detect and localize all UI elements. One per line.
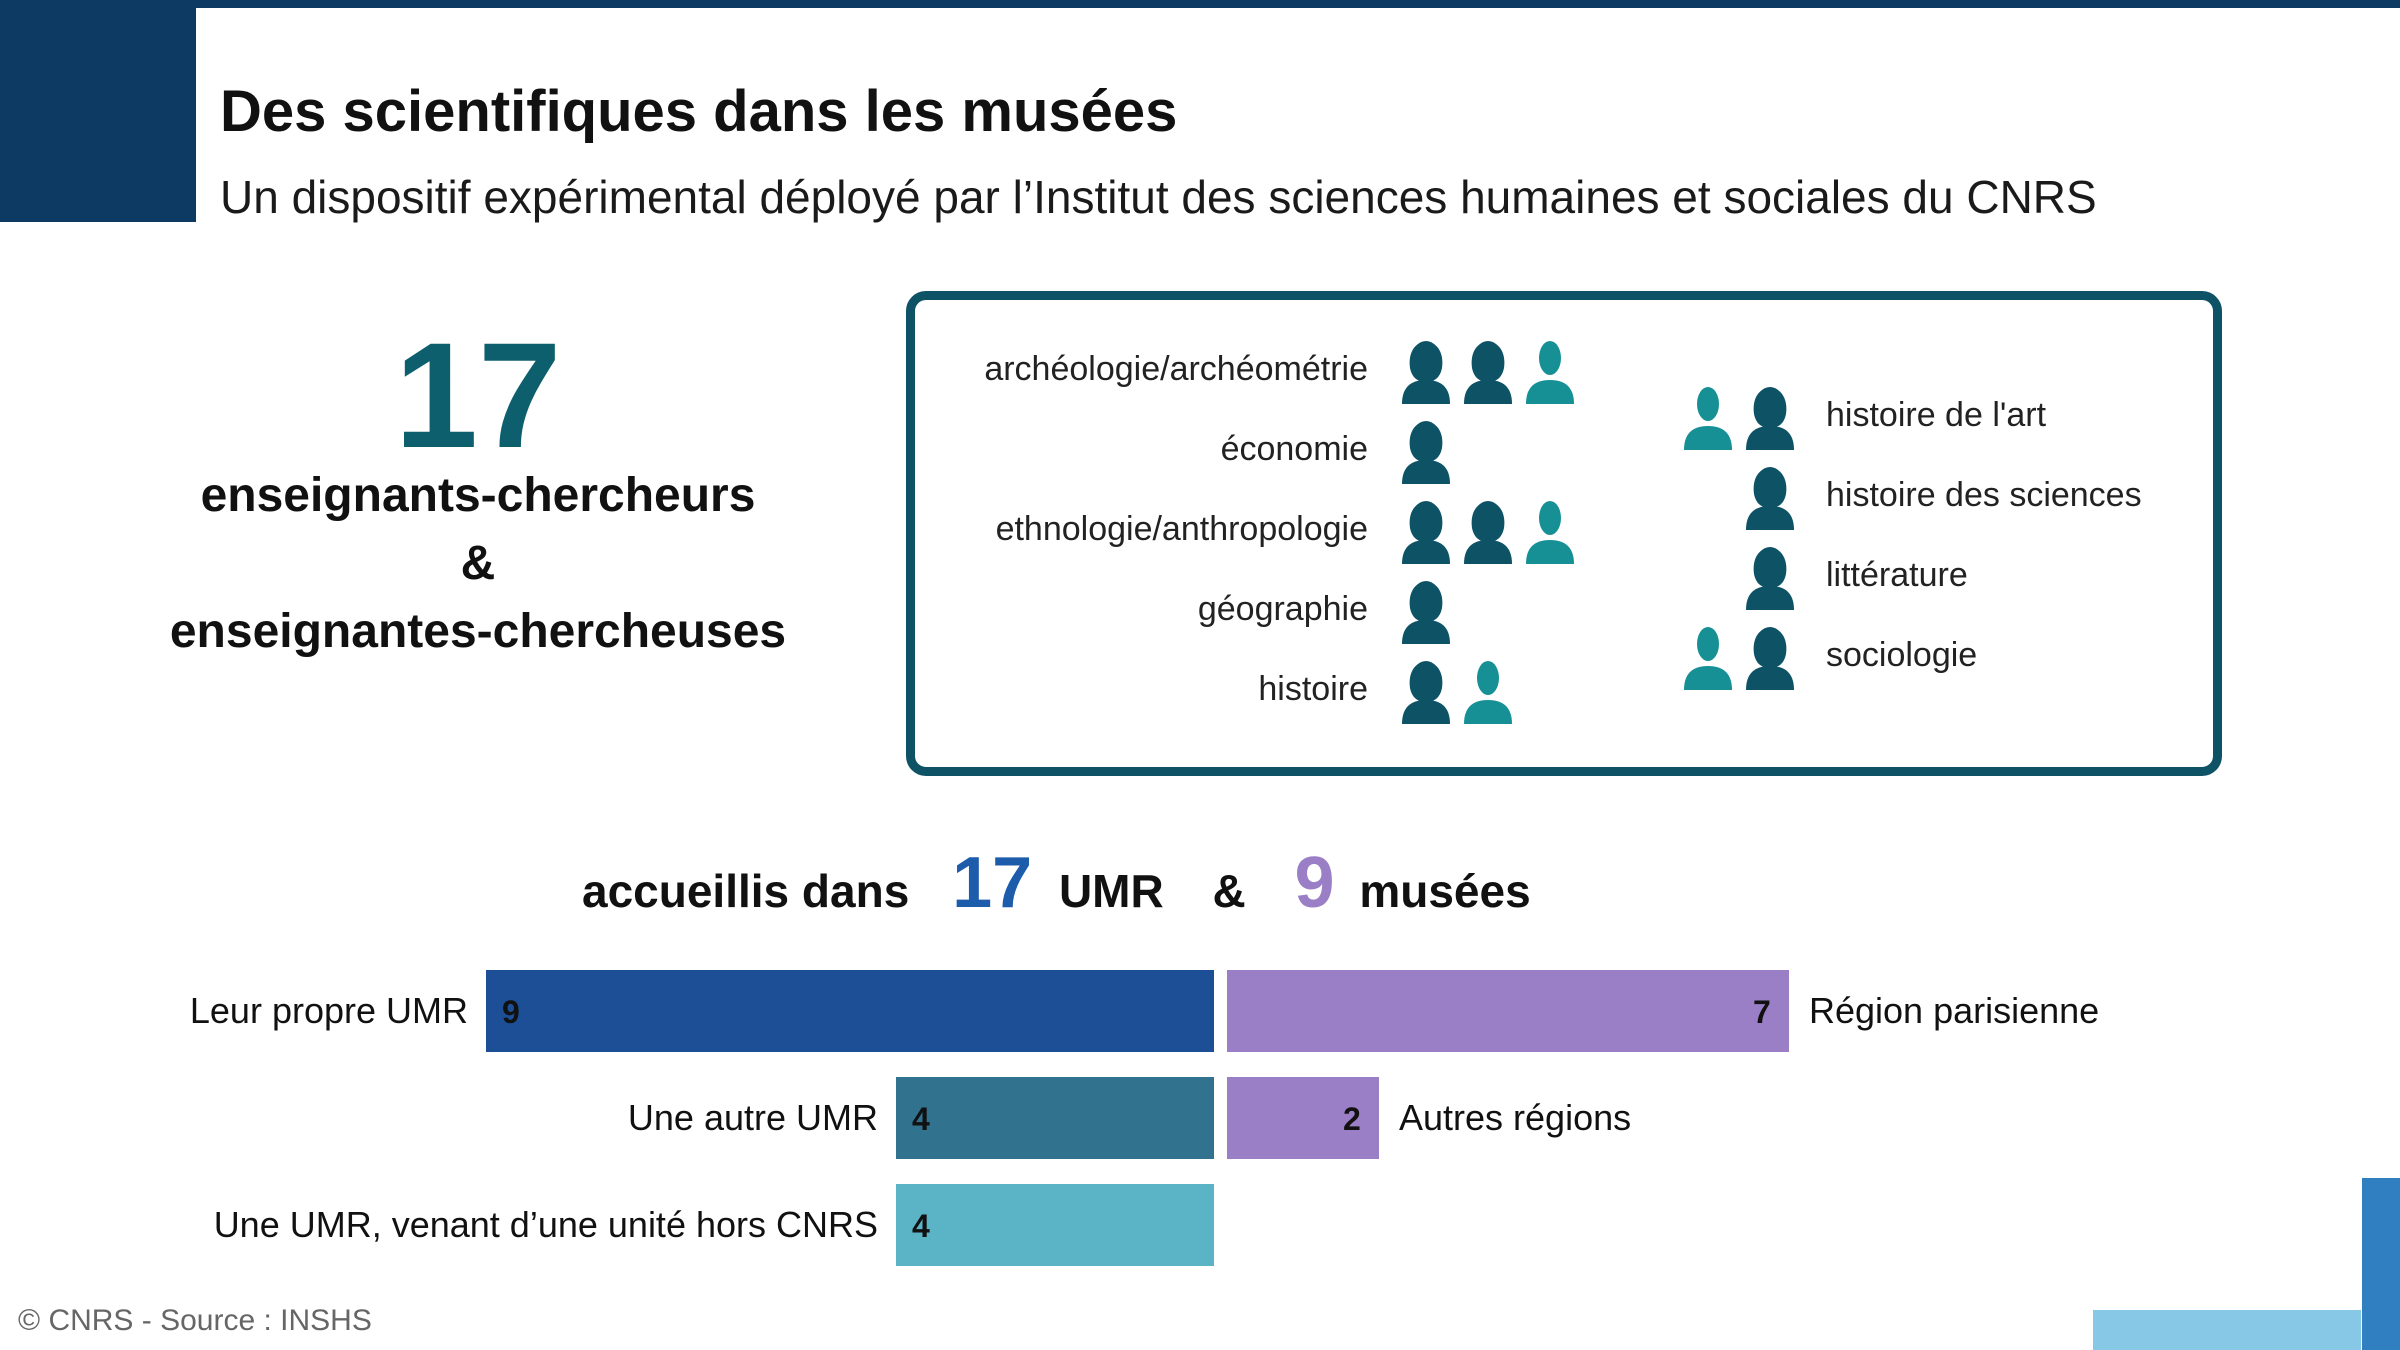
- hosted-summary: accueillis dans 17 UMR & 9 musées: [582, 842, 1531, 924]
- researcher-count: 17: [394, 311, 562, 479]
- discipline-label: histoire des sciences: [1826, 476, 2142, 514]
- person-icon: [1400, 578, 1452, 649]
- bar-category-label: Région parisienne: [1809, 990, 2100, 1031]
- person-icon: [1682, 384, 1734, 455]
- discipline-label: ethnologie/anthropologie: [995, 510, 1368, 548]
- top-accent-bar: [0, 0, 2400, 8]
- hosted-prefix: accueillis dans: [582, 865, 910, 917]
- discipline-label: archéologie/archéométrie: [984, 350, 1368, 388]
- researchers-ampersand: &: [460, 537, 496, 590]
- discipline-label: histoire: [1258, 670, 1368, 708]
- disciplines-panel: [906, 291, 2222, 776]
- person-icon: [1524, 338, 1576, 409]
- bar-category-label: Leur propre UMR: [189, 990, 468, 1031]
- bar-value: 7: [1753, 994, 1771, 1030]
- page-title: Des scientifiques dans les musées: [220, 79, 1178, 144]
- person-icon: [1462, 658, 1514, 729]
- researchers-label-male: enseignants-chercheurs: [200, 469, 756, 522]
- bar-value: 2: [1343, 1101, 1361, 1137]
- person-icon: [1524, 498, 1576, 569]
- bar-category-label: Une UMR, venant d’une unité hors CNRS: [213, 1204, 878, 1245]
- hosted-ampersand: &: [1212, 865, 1246, 917]
- corner-block: [0, 0, 196, 222]
- person-icon: [1682, 624, 1734, 695]
- person-icon: [1462, 498, 1514, 569]
- person-icon: [1400, 658, 1452, 729]
- person-icon: [1400, 418, 1452, 489]
- source-credit: © CNRS - Source : INSHS: [18, 1304, 372, 1337]
- person-icon: [1400, 338, 1452, 409]
- decorative-bar-horizontal: [2093, 1310, 2361, 1350]
- bar-category-label: Autres régions: [1399, 1097, 1632, 1138]
- umr-count: 17: [952, 843, 1033, 923]
- discipline-label: économie: [1220, 430, 1368, 468]
- discipline-label: géographie: [1197, 590, 1368, 628]
- bar-value: 9: [502, 994, 520, 1030]
- bar-umr: [896, 1184, 1214, 1266]
- bar-museum: [1227, 1077, 1379, 1159]
- bar-umr: [896, 1077, 1214, 1159]
- decorative-bar-vertical: [2362, 1178, 2400, 1350]
- person-icon: [1744, 544, 1796, 615]
- bar-category-label: Une autre UMR: [627, 1097, 878, 1138]
- bar-umr: [486, 970, 1214, 1052]
- discipline-label: histoire de l'art: [1826, 396, 2047, 434]
- bar-value: 4: [912, 1101, 930, 1137]
- discipline-label: littérature: [1826, 556, 1968, 594]
- person-icon: [1744, 464, 1796, 535]
- museum-label: musées: [1359, 865, 1531, 917]
- page-subtitle: Un dispositif expérimental déployé par l…: [220, 171, 2097, 223]
- person-icon: [1462, 338, 1514, 409]
- person-icon: [1400, 498, 1452, 569]
- bar-value: 4: [912, 1208, 930, 1244]
- bar-museum: [1227, 970, 1789, 1052]
- researchers-label-female: enseignantes-chercheuses: [169, 605, 787, 658]
- discipline-label: sociologie: [1826, 636, 1978, 674]
- person-icon: [1744, 384, 1796, 455]
- umr-label: UMR: [1058, 865, 1164, 917]
- person-icon: [1744, 624, 1796, 695]
- museum-count: 9: [1294, 843, 1335, 923]
